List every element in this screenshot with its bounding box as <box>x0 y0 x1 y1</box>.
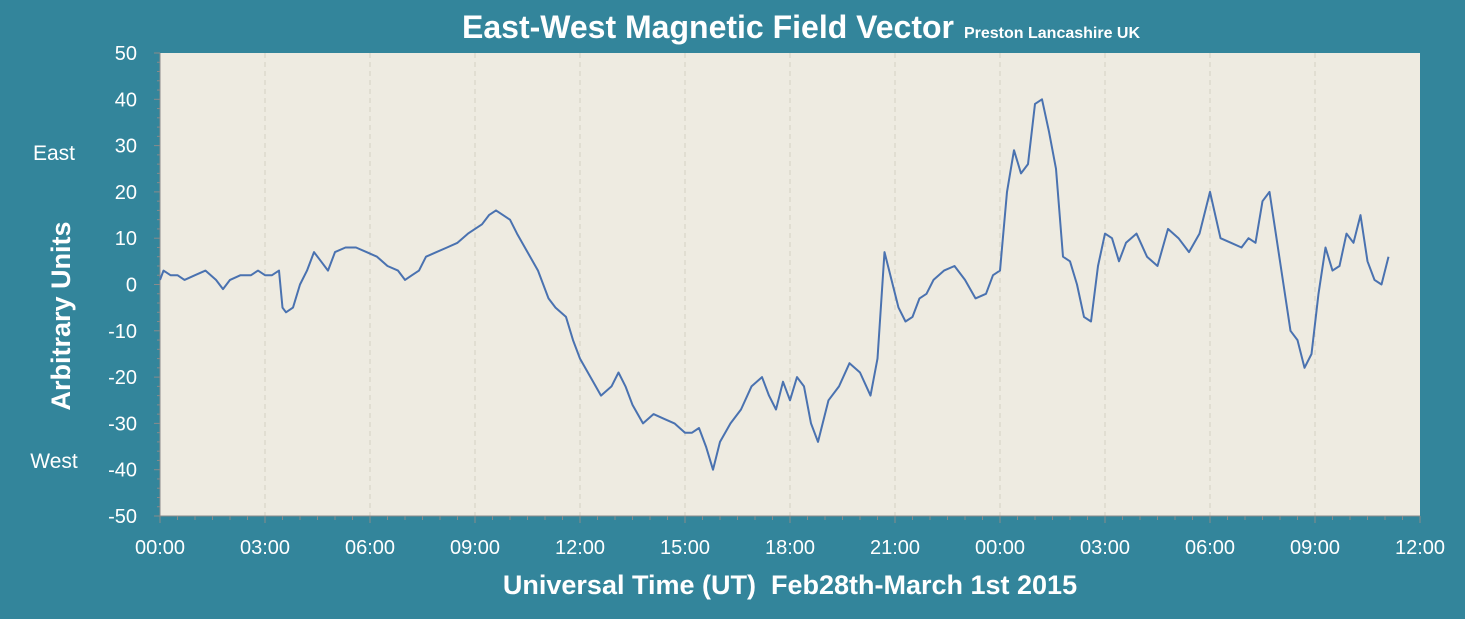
x-tick-label: 00:00 <box>135 537 185 559</box>
x-tick-label: 06:00 <box>345 537 395 559</box>
y-tick-label: -10 <box>108 321 137 343</box>
chart-title: East-West Magnetic Field Vector Preston L… <box>462 9 1140 45</box>
west-label: West <box>30 450 78 473</box>
x-tick-labels: 00:00 03:00 06:00 09:00 12:00 15:00 18:00 21:00… <box>135 537 1445 559</box>
y-tick-labels: 50 40 30 20 10 0 -10 -20 -30 -40 -50 <box>108 43 137 528</box>
y-tick-label: 50 <box>115 43 137 65</box>
plot-area <box>160 53 1420 516</box>
y-tick-label: -50 <box>108 506 137 528</box>
x-tick-label: 09:00 <box>450 537 500 559</box>
x-tick-label: 15:00 <box>660 537 710 559</box>
x-tick-label: 03:00 <box>1080 537 1130 559</box>
y-tick-label: 30 <box>115 136 137 158</box>
chart-title-text: East-West Magnetic Field Vector <box>462 9 954 45</box>
x-tick-label: 03:00 <box>240 537 290 559</box>
chart-subtitle: Preston Lancashire UK <box>964 25 1141 42</box>
y-tick-label: -30 <box>108 413 137 435</box>
x-tick-label: 06:00 <box>1185 537 1235 559</box>
east-label: East <box>33 142 75 165</box>
y-tick-label: 40 <box>115 89 137 111</box>
x-tick-label: 00:00 <box>975 537 1025 559</box>
y-tick-label: 10 <box>115 228 137 250</box>
x-tick-label: 12:00 <box>555 537 605 559</box>
y-tick-label: -20 <box>108 367 137 389</box>
x-tick-label: 09:00 <box>1290 537 1340 559</box>
y-tick-label: 0 <box>126 275 137 297</box>
x-tick-label: 21:00 <box>870 537 920 559</box>
axes <box>154 52 1421 523</box>
x-tick-label: 18:00 <box>765 537 815 559</box>
x-tick-label: 12:00 <box>1395 537 1445 559</box>
y-tick-label: 20 <box>115 182 137 204</box>
x-axis-label: Universal Time (UT) Feb28th-March 1st 20… <box>503 570 1077 600</box>
y-axis-label: Arbitrary Units <box>46 221 76 410</box>
series-line <box>159 98 1390 471</box>
y-tick-label: -40 <box>108 460 137 482</box>
